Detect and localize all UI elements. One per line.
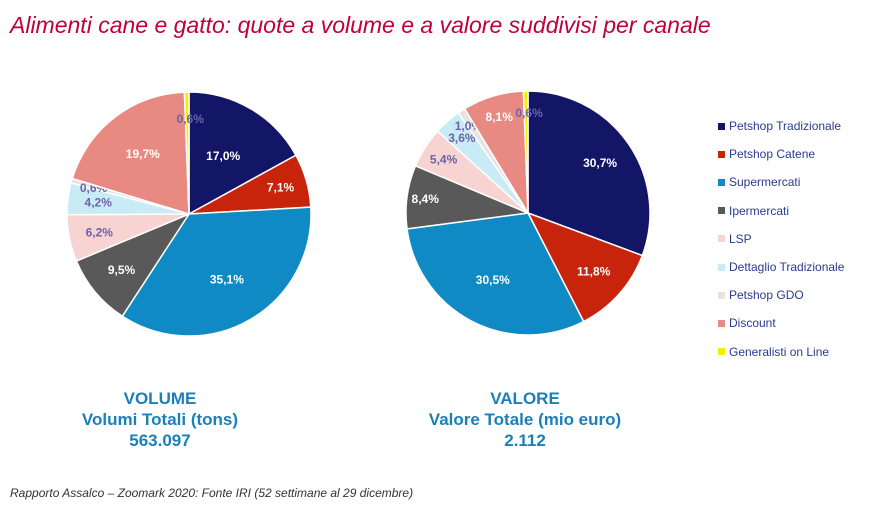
pie-slice [527, 90, 651, 257]
volume-caption: VOLUME Volumi Totali (tons) 563.097 [40, 388, 280, 451]
source-note: Rapporto Assalco – Zoomark 2020: Fonte I… [10, 486, 414, 500]
pie-data-label: 11,8% [577, 264, 611, 278]
legend-label: Dettaglio Tradizionale [729, 260, 845, 275]
pie-data-label: 0,6% [177, 112, 205, 126]
legend-item: Petshop GDO [718, 281, 844, 309]
legend-label: Petshop GDO [729, 288, 804, 303]
legend-item: Supermercati [718, 168, 844, 196]
legend-item: Generalisti on Line [718, 338, 844, 366]
pie-slice [183, 91, 190, 215]
valore-caption-subtitle: Valore Totale (mio euro) [428, 410, 622, 429]
pie-data-label: 5,4% [430, 152, 458, 166]
pie-data-label: 30,5% [476, 273, 510, 287]
volume-caption-subtitle: Volumi Totali (tons) [81, 410, 239, 429]
legend-item: Dettaglio Tradizionale [718, 253, 844, 281]
pie-data-label: 6,2% [86, 225, 114, 239]
legend-label: LSP [729, 231, 752, 246]
pie-slice [71, 91, 190, 216]
legend-item: LSP [718, 225, 844, 253]
pie-slice [522, 90, 529, 214]
legend-swatch [718, 178, 725, 186]
legend-swatch [718, 319, 725, 327]
legend-label: Supermercati [729, 175, 801, 190]
valore-pie-chart: 30,7%11,8%30,5%8,4%5,4%3,6%1,0%8,1% 0,6% [405, 90, 651, 336]
legend-swatch [718, 207, 725, 215]
pie-data-label: 17,0% [206, 149, 240, 163]
valore-caption-total: 2.112 [504, 431, 546, 450]
legend-swatch [718, 235, 725, 243]
valore-caption-title: VALORE [490, 389, 560, 408]
pie-data-label: 35,1% [210, 273, 244, 287]
page-title: Alimenti cane e gatto: quote a volume e … [10, 12, 711, 38]
valore-caption: VALORE Valore Totale (mio euro) 2.112 [390, 388, 660, 451]
legend: Petshop Tradizionale Petshop Catene Supe… [718, 112, 844, 366]
legend-label: Discount [729, 316, 776, 331]
pie-data-label: 7,1% [267, 181, 295, 195]
pie-data-label: 8,4% [412, 192, 440, 206]
pie-data-label: 8,1% [486, 110, 514, 124]
pie-slice [526, 211, 644, 323]
pie-data-label: 19,7% [126, 147, 160, 161]
pie-data-label: 4,2% [85, 196, 113, 210]
legend-swatch [718, 150, 725, 158]
volume-caption-total: 563.097 [129, 431, 191, 450]
pie-data-label: 30,7% [583, 156, 617, 170]
legend-item: Petshop Tradizionale [718, 112, 844, 140]
legend-swatch [718, 291, 725, 299]
legend-swatch [718, 348, 725, 356]
pie-data-label: 0,6% [515, 106, 543, 120]
legend-label: Ipermercati [729, 203, 790, 218]
legend-item: Petshop Catene [718, 140, 844, 168]
legend-label: Petshop Tradizionale [729, 119, 842, 134]
legend-swatch [718, 122, 725, 130]
legend-label: Generalisti on Line [729, 344, 830, 359]
legend-item: Discount [718, 309, 844, 337]
volume-caption-title: VOLUME [123, 389, 197, 408]
legend-item: Ipermercati [718, 197, 844, 225]
pie-slice [188, 91, 297, 216]
pie-slice [121, 206, 312, 337]
pie-slice [406, 212, 585, 336]
pie-data-label: 9,5% [108, 263, 136, 277]
legend-swatch [718, 263, 725, 271]
pie-data-label: 3,6% [448, 131, 476, 145]
legend-label: Petshop Catene [729, 147, 816, 162]
volume-pie-chart: 17,0%7,1%35,1%9,5%6,2%4,2%0,6%19,7%0,6% [66, 91, 312, 337]
